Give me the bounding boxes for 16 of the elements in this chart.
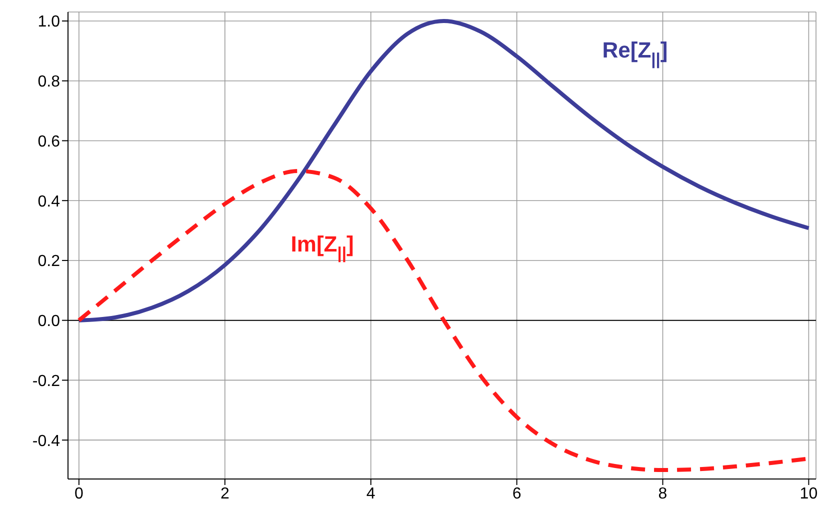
y-tick-label: 0.8 bbox=[38, 74, 60, 91]
annotation: Re[Z$_{||}$] bbox=[602, 38, 668, 70]
y-tick-label: 0.0 bbox=[38, 313, 60, 330]
x-tick-label: 10 bbox=[800, 485, 818, 502]
y-tick-label: -0.2 bbox=[32, 372, 60, 390]
y-tick-label: -0.4 bbox=[32, 432, 60, 450]
x-tick-label: 0 bbox=[74, 485, 84, 502]
y-tick-label: 1.0 bbox=[38, 14, 60, 31]
x-tick-label: 8 bbox=[658, 485, 668, 502]
annotation: Im[Z$_{||}$] bbox=[290, 231, 354, 263]
y-tick-label: 0.2 bbox=[38, 253, 60, 270]
y-tick-label: 0.4 bbox=[38, 193, 60, 210]
x-tick-label: 2 bbox=[220, 485, 230, 502]
y-tick-label: 0.6 bbox=[38, 133, 60, 150]
x-tick-label: 6 bbox=[512, 485, 522, 502]
x-tick-label: 4 bbox=[366, 485, 376, 502]
